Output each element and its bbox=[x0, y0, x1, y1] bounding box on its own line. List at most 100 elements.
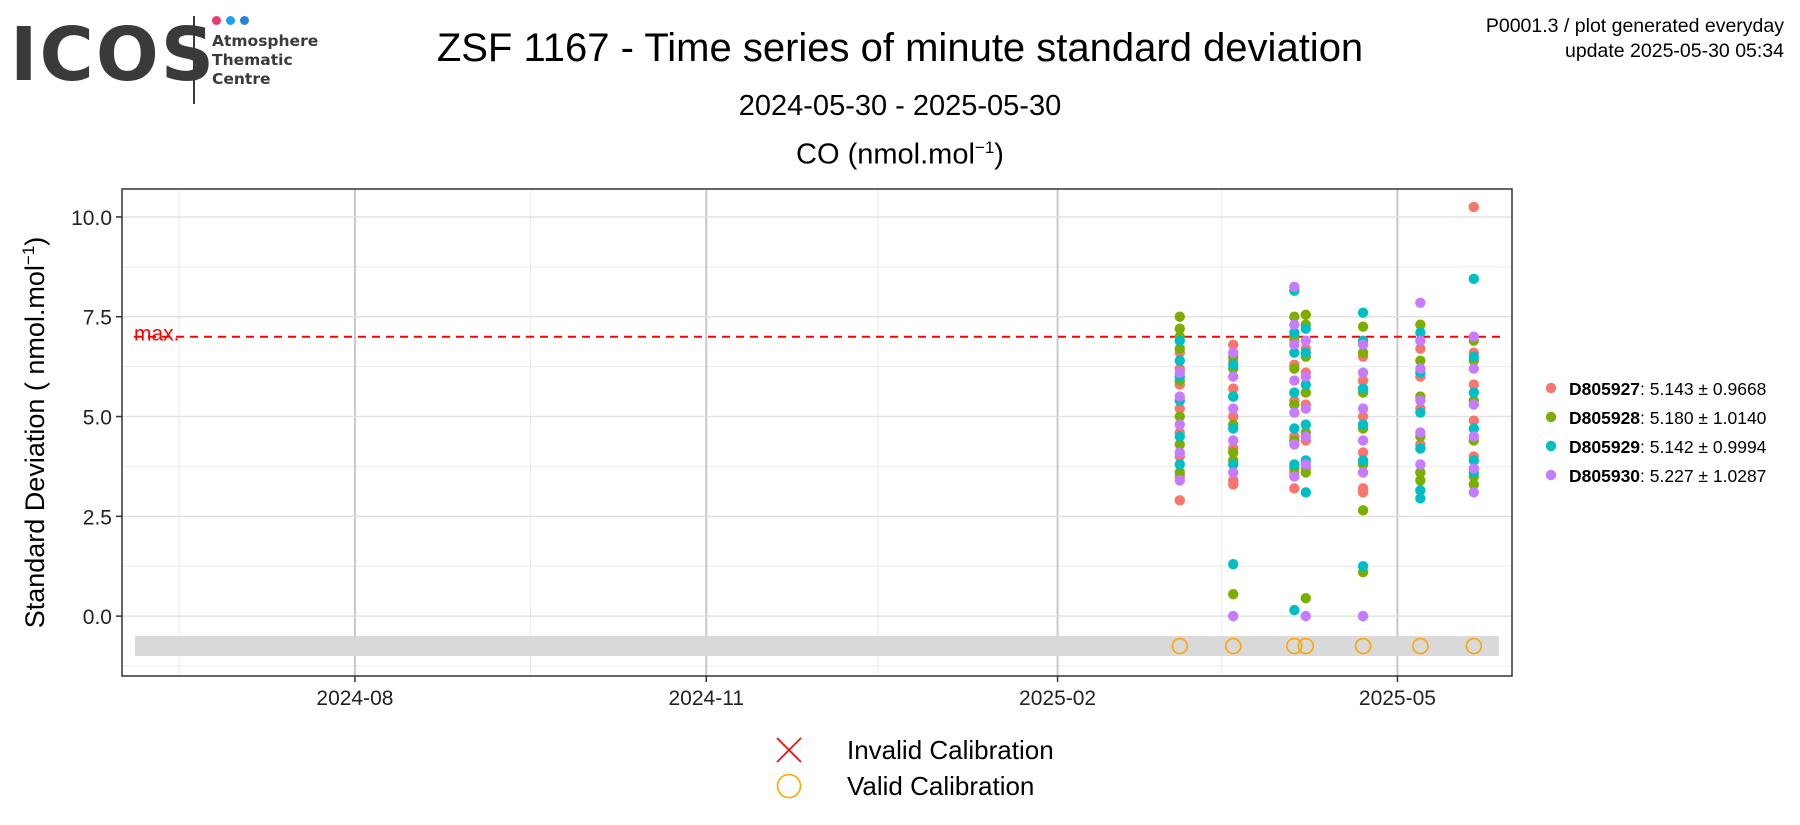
data-point-d805930 bbox=[1415, 459, 1426, 470]
legend-label-d805929: D805929: 5.142 ± 0.9994 bbox=[1569, 437, 1767, 457]
data-point-d805927 bbox=[1228, 411, 1239, 422]
data-point-d805929 bbox=[1357, 307, 1369, 318]
data-point-d805927 bbox=[1468, 201, 1480, 213]
logo-dot-pink bbox=[212, 16, 221, 25]
data-point-d805927 bbox=[1289, 483, 1300, 494]
data-point-d805929 bbox=[1415, 443, 1426, 454]
data-point-d805928 bbox=[1300, 309, 1311, 320]
data-point-d805929 bbox=[1415, 493, 1426, 504]
data-point-d805930 bbox=[1174, 475, 1185, 486]
data-point-d805930 bbox=[1468, 331, 1480, 342]
calibration-legend-label: Valid Calibration bbox=[847, 771, 1034, 801]
data-point-d805929 bbox=[1174, 355, 1185, 366]
data-point-d805928 bbox=[1468, 479, 1480, 490]
data-point-d805929 bbox=[1289, 604, 1300, 616]
valid-calibration-marker bbox=[1297, 637, 1315, 655]
data-point-d805930 bbox=[1289, 339, 1300, 350]
plot-meta-line-2: update 2025-05-30 05:34 bbox=[1564, 40, 1784, 62]
data-point-d805930 bbox=[1468, 399, 1480, 410]
data-point-d805928 bbox=[1174, 411, 1185, 422]
data-point-d805929 bbox=[1357, 455, 1369, 466]
x-tick-label: 2025-02 bbox=[1019, 687, 1096, 710]
data-point-d805928 bbox=[1300, 467, 1311, 478]
data-point-d805927 bbox=[1357, 375, 1369, 386]
logo-subtitle: Atmosphere Thematic Centre bbox=[212, 32, 318, 89]
data-point-d805928 bbox=[1300, 387, 1311, 398]
data-point-d805930 bbox=[1415, 335, 1426, 346]
data-point-d805928 bbox=[1289, 311, 1300, 322]
x-tick-label: 2025-05 bbox=[1359, 687, 1436, 710]
data-point-d805929 bbox=[1468, 455, 1480, 466]
data-point-d805930 bbox=[1289, 319, 1300, 330]
legend-label-d805928: D805928: 5.180 ± 1.0140 bbox=[1569, 408, 1767, 428]
data-point-d805930 bbox=[1468, 463, 1480, 474]
data-point-d805929 bbox=[1300, 347, 1311, 358]
valid-calibration-marker bbox=[1286, 637, 1303, 655]
gas-label-close: ) bbox=[994, 138, 1004, 171]
data-point-d805930 bbox=[1415, 363, 1426, 374]
grid-lines bbox=[122, 189, 1512, 676]
valid-calibration-marker bbox=[1465, 637, 1483, 655]
calibration-markers bbox=[1171, 637, 1483, 655]
logo-line-3: Centre bbox=[212, 70, 271, 88]
data-point-d805929 bbox=[1228, 359, 1239, 370]
data-point-d805930 bbox=[1174, 391, 1185, 402]
invalid-calibration-icon bbox=[776, 737, 802, 763]
valid-calibration-marker bbox=[1224, 637, 1242, 655]
data-point-d805929 bbox=[1468, 423, 1480, 434]
calibration-legend: Invalid Calibration Valid Calibration bbox=[776, 735, 1054, 801]
data-point-d805927 bbox=[1228, 475, 1239, 486]
date-range: 2024-05-30 - 2025-05-30 bbox=[738, 90, 1062, 122]
logo-line-1: Atmosphere bbox=[212, 32, 319, 50]
data-point-d805930 bbox=[1300, 371, 1311, 382]
data-point-d805930 bbox=[1357, 367, 1369, 378]
data-point-d805930 bbox=[1300, 335, 1311, 346]
data-point-d805929 bbox=[1289, 387, 1300, 398]
data-point-d805930 bbox=[1415, 395, 1426, 406]
plot-border bbox=[121, 188, 1513, 677]
data-point-d805927 bbox=[1228, 339, 1239, 350]
data-point-d805929 bbox=[1468, 273, 1480, 285]
data-point-d805927 bbox=[1468, 415, 1480, 426]
data-point-d805930 bbox=[1228, 347, 1239, 358]
data-point-d805927 bbox=[1174, 495, 1185, 506]
data-point-d805928 bbox=[1289, 399, 1300, 410]
calibration-legend-label: Invalid Calibration bbox=[847, 735, 1054, 765]
data-point-d805930 bbox=[1174, 367, 1185, 378]
data-point-d805927 bbox=[1174, 403, 1185, 414]
data-point-d805930 bbox=[1289, 281, 1300, 292]
data-point-d805927 bbox=[1415, 343, 1426, 354]
plot-panel bbox=[122, 189, 1512, 676]
axes-layer: 0.0 2.5 5.0 7.5 10.0 2024-08 2024-11 2025-02 202… bbox=[19, 207, 1436, 710]
calibration-band-layer bbox=[135, 636, 1499, 657]
data-point-d805930 bbox=[1468, 487, 1480, 498]
data-point-d805930 bbox=[1357, 610, 1369, 622]
legend-key-d805930 bbox=[1545, 469, 1557, 481]
logo-dot-darkblue bbox=[240, 16, 249, 25]
gas-label: CO (nmol.mol−1) bbox=[0, 138, 1800, 172]
data-point-d805928 bbox=[1289, 363, 1300, 374]
data-point-d805930 bbox=[1228, 610, 1239, 622]
data-point-d805929 bbox=[1289, 327, 1300, 338]
data-point-d805929 bbox=[1468, 387, 1480, 398]
data-point-d805930 bbox=[1228, 403, 1239, 414]
data-point-d805927 bbox=[1228, 383, 1239, 394]
data-point-d805927 bbox=[1468, 379, 1480, 390]
data-point-d805930 bbox=[1300, 403, 1311, 414]
logo-dot-blue bbox=[226, 16, 235, 25]
logo-divider bbox=[193, 16, 195, 104]
data-point-d805930 bbox=[1289, 407, 1300, 418]
series-legend: D805927: 5.143 ± 0.9668 D805928: 5.180 ± … bbox=[1545, 379, 1767, 486]
x-tick-label: 2024-11 bbox=[669, 687, 745, 710]
data-point-d805929 bbox=[1357, 561, 1369, 572]
data-point-d805929 bbox=[1228, 391, 1239, 402]
data-point-d805930 bbox=[1289, 439, 1300, 450]
data-point-d805928 bbox=[1174, 323, 1185, 334]
data-point-d805930 bbox=[1289, 471, 1300, 482]
data-point-d805929 bbox=[1415, 407, 1426, 418]
data-point-d805928 bbox=[1174, 467, 1185, 478]
data-point-d805930 bbox=[1415, 427, 1426, 438]
page-title: ZSF 1167 - Time series of minute standar… bbox=[436, 26, 1364, 70]
data-point-d805929 bbox=[1289, 423, 1300, 434]
